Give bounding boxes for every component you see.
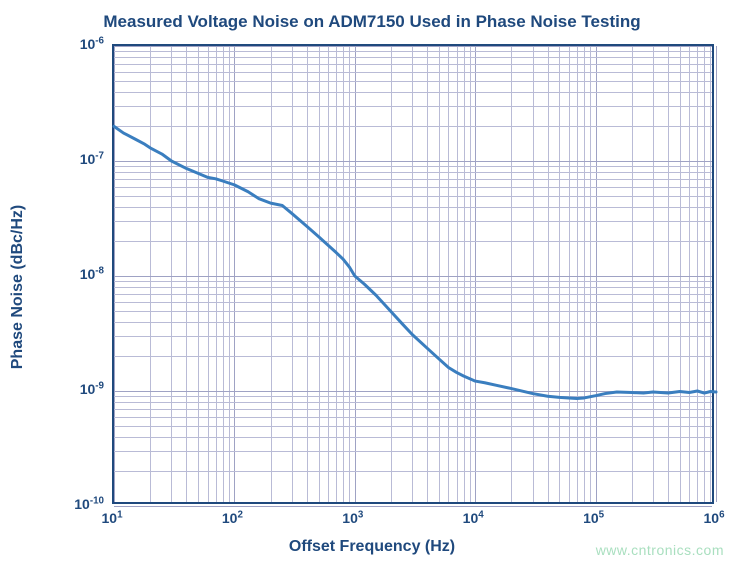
y-tick-label: 10-6 [80, 36, 104, 52]
x-tick-label: 103 [342, 510, 363, 526]
y-tick-label: 10-10 [74, 496, 104, 512]
x-tick-label: 106 [703, 510, 724, 526]
chart-title: Measured Voltage Noise on ADM7150 Used i… [0, 12, 744, 32]
y-tick-label: 10-9 [80, 381, 104, 397]
x-tick-label: 104 [463, 510, 484, 526]
x-tick-label: 101 [101, 510, 122, 526]
chart-container: Measured Voltage Noise on ADM7150 Used i… [0, 0, 744, 574]
x-tick-label: 102 [222, 510, 243, 526]
data-trace [114, 46, 716, 506]
y-major-gridline [114, 506, 712, 507]
y-axis-label: Phase Noise (dBc/Hz) [9, 205, 27, 369]
y-tick-label: 10-8 [80, 266, 104, 282]
y-tick-label: 10-7 [80, 151, 104, 167]
x-axis-label: Offset Frequency (Hz) [289, 538, 455, 556]
plot-area [112, 44, 714, 504]
x-tick-label: 105 [583, 510, 604, 526]
x-major-gridline [716, 46, 717, 502]
watermark-text: www.cntronics.com [596, 542, 724, 558]
noise-curve [114, 126, 716, 398]
